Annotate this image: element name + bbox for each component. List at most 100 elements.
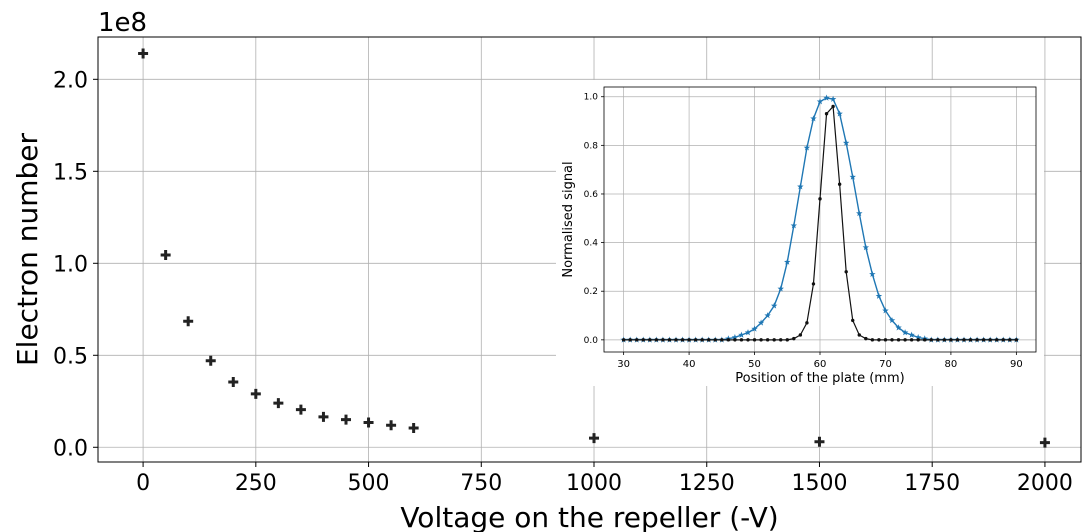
data-point <box>183 316 194 327</box>
inset-dot-marker <box>896 338 901 342</box>
data-point <box>1039 437 1050 448</box>
inset-star-marker <box>803 144 811 151</box>
inset-dot-marker <box>1001 338 1005 342</box>
inset-x-tick-label: 40 <box>683 359 696 370</box>
main-ticks: 0 250 500 750 1000 1250 1500 1750 2000 0.0 0.5 1.0 1… <box>53 68 1073 496</box>
inset-star-marker <box>829 95 837 102</box>
x-tick-label: 1000 <box>566 471 622 496</box>
y-tick-label: 0.5 <box>53 344 88 369</box>
main-data-points <box>138 48 1050 448</box>
inset-dot-marker <box>837 182 842 186</box>
inset-dot-marker <box>635 338 639 342</box>
inset-star-marker <box>738 331 745 338</box>
x-tick-label: 1500 <box>791 471 847 496</box>
inset-dot-marker <box>903 338 907 342</box>
inset-dot-marker <box>831 104 835 109</box>
inset-dot-marker <box>772 338 776 342</box>
inset-dot-marker <box>883 338 888 342</box>
inset-x-tick-label: 60 <box>814 359 827 370</box>
inset-dot-marker <box>707 338 711 342</box>
inset-y-tick-label: 0.0 <box>584 336 599 346</box>
inset-star-marker <box>914 334 922 341</box>
inset-dot-marker <box>674 338 678 342</box>
y-tick-label: 0.0 <box>53 436 88 461</box>
inset-star-marker <box>816 98 824 105</box>
data-point <box>138 48 149 59</box>
inset-dot-marker <box>857 333 861 337</box>
inset-x-axis-label: Position of the plate (mm) <box>735 371 904 386</box>
inset-dot-marker <box>877 338 881 342</box>
inset-star-marker <box>895 324 902 331</box>
inset-dot-marker <box>792 336 796 341</box>
inset-dot-marker <box>713 338 717 342</box>
inset-star-marker <box>888 316 896 324</box>
inset-y-tick-label: 0.4 <box>584 239 599 249</box>
inset-star-marker <box>901 329 909 336</box>
inset-dot-marker <box>923 338 927 342</box>
inset-chart: 30 40 50 60 70 80 90 0.0 0.2 0.4 0.6 0.8 1.0 Positio… <box>556 80 1044 386</box>
inset-dot-marker <box>779 338 783 342</box>
y-axis-label: Electron number <box>11 133 44 367</box>
inset-star-marker <box>875 292 883 299</box>
inset-ticks: 30 40 50 60 70 80 90 0.0 0.2 0.4 0.6 0.8 1.0 <box>584 93 1023 370</box>
x-tick-label: 0 <box>136 471 150 496</box>
inset-dot-marker <box>818 197 822 201</box>
inset-dot-marker <box>661 338 665 342</box>
inset-dot-marker <box>949 338 953 342</box>
inset-dot-marker <box>988 338 992 342</box>
inset-dot-marker <box>811 282 816 286</box>
data-point <box>295 404 306 415</box>
inset-dot-marker <box>641 338 645 342</box>
inset-y-tick-label: 0.6 <box>584 190 599 200</box>
inset-star-marker <box>790 222 798 229</box>
inset-star-marker <box>810 115 817 122</box>
inset-dot-marker <box>759 338 763 342</box>
inset-dot-marker <box>968 338 973 342</box>
inset-star-marker <box>744 329 752 336</box>
inset-star-marker <box>764 312 771 319</box>
y-tick-label: 1.0 <box>53 252 88 277</box>
inset-y-tick-label: 0.8 <box>584 141 599 151</box>
data-point <box>589 433 600 444</box>
y-tick-label: 1.5 <box>53 160 88 185</box>
inset-star-marker <box>836 110 843 117</box>
inset-dot-marker <box>752 338 757 342</box>
data-point <box>386 420 397 431</box>
data-point <box>363 417 374 428</box>
inset-dot-marker <box>824 112 829 116</box>
inset-dot-marker <box>962 338 966 342</box>
inset-x-tick-label: 80 <box>945 359 958 370</box>
inset-dot-marker <box>805 321 809 325</box>
inset-y-tick-label: 0.2 <box>584 287 598 297</box>
data-point <box>273 398 284 409</box>
inset-dot-marker <box>746 338 750 342</box>
inset-dot-marker <box>798 333 803 337</box>
inset-dot-marker <box>1014 338 1019 342</box>
inset-dot-marker <box>936 338 940 342</box>
inset-dot-marker <box>628 338 632 342</box>
inset-star-marker <box>751 325 758 332</box>
data-point <box>228 376 239 387</box>
inset-star-marker <box>849 173 856 180</box>
x-tick-label: 1750 <box>904 471 960 496</box>
inset-x-tick-label: 90 <box>1010 359 1023 370</box>
inset-star-marker <box>777 285 784 292</box>
inset-dot-marker <box>648 338 652 342</box>
inset-dot-marker <box>667 338 672 342</box>
x-axis-label: Voltage on the repeller (-V) <box>400 501 778 532</box>
x-tick-label: 2000 <box>1017 471 1073 496</box>
data-point <box>205 355 216 366</box>
inset-dot-marker <box>739 338 744 342</box>
inset-dot-marker <box>995 338 999 342</box>
inset-dot-marker <box>621 338 626 342</box>
inset-star-marker <box>770 302 778 309</box>
inset-star-marker <box>757 319 765 326</box>
data-point <box>341 414 352 425</box>
inset-star-marker <box>856 210 863 217</box>
x-tick-label: 250 <box>235 471 277 496</box>
inset-dot-marker <box>687 338 691 342</box>
inset-star-marker <box>784 258 791 265</box>
inset-star-marker <box>823 94 830 101</box>
inset-dot-marker <box>720 338 724 342</box>
inset-dot-marker <box>700 338 704 342</box>
